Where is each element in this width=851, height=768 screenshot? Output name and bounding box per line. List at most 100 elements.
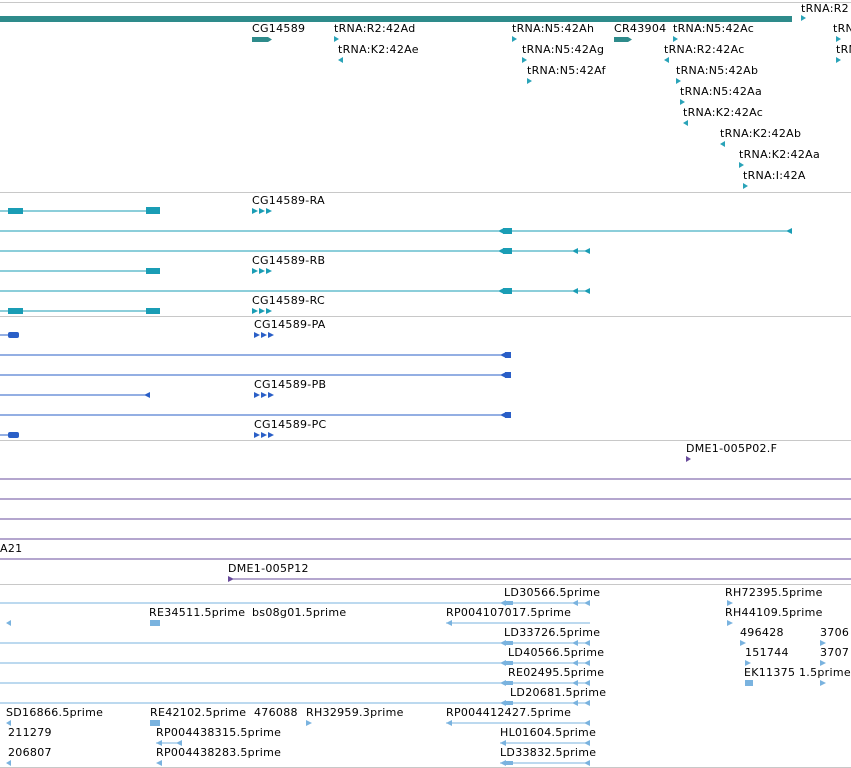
est-rp004412427[interactable] — [446, 720, 590, 726]
transcript-long-1[interactable] — [0, 228, 792, 234]
est-glyph-rh72395[interactable] — [727, 600, 733, 606]
label-rp004438315[interactable]: RP004438315.5prime — [156, 726, 282, 739]
label-trna-n5-42aa[interactable]: tRNA:N5:42Aa — [680, 85, 763, 98]
label-496428[interactable]: 496428 — [740, 626, 784, 639]
label-trna-n5-42ag[interactable]: tRNA:N5:42Ag — [522, 43, 605, 56]
label-cr43904[interactable]: CR43904 — [614, 22, 667, 35]
trna-glyph-i-42a[interactable] — [743, 183, 748, 189]
est-ld33726[interactable] — [0, 640, 590, 646]
label-trna-n5-42ah[interactable]: tRNA:N5:42Ah — [512, 22, 595, 35]
gene-span-bar[interactable] — [0, 16, 792, 22]
label-trna-k2-42ab[interactable]: tRNA:K2:42Ab — [720, 127, 802, 140]
label-re34511[interactable]: RE34511.5prime — [149, 606, 246, 619]
transcript-long-3[interactable] — [0, 288, 590, 294]
probe-glyph-f[interactable] — [686, 456, 691, 462]
label-cg14589-pc[interactable]: CG14589-PC — [254, 418, 327, 431]
label-rh32959[interactable]: RH32959.3prime — [306, 706, 404, 719]
protein-long-1[interactable] — [0, 352, 511, 358]
label-cg14589[interactable]: CG14589 — [252, 22, 306, 35]
est-glyph-496428[interactable] — [740, 640, 746, 646]
est-glyph-151744[interactable] — [745, 660, 751, 666]
est-glyph-re42102[interactable] — [150, 720, 160, 726]
label-ld33832[interactable]: LD33832.5prime — [500, 746, 597, 759]
label-cg14589-pa[interactable]: CG14589-PA — [254, 318, 326, 331]
label-trna-k2-42ae[interactable]: tRNA:K2:42Ae — [338, 43, 419, 56]
label-rp004438283[interactable]: RP004438283.5prime — [156, 746, 282, 759]
trna-glyph-k2-42ac[interactable] — [683, 120, 688, 126]
label-trna-k2-42aa[interactable]: tRNA:K2:42Aa — [739, 148, 821, 161]
est-glyph-left-edge[interactable] — [6, 620, 11, 626]
trna-glyph-k2-42ae[interactable] — [338, 57, 343, 63]
label-hl01604[interactable]: HL01604.5prime — [500, 726, 597, 739]
transcript-long-2[interactable] — [0, 248, 590, 254]
label-rh44109[interactable]: RH44109.5prime — [725, 606, 823, 619]
label-trna-n5-42af[interactable]: tRNA:N5:42Af — [527, 64, 606, 77]
est-ld40566[interactable] — [0, 660, 590, 666]
label-476088[interactable]: 476088 — [254, 706, 298, 719]
est-glyph-rh44109[interactable] — [727, 620, 733, 626]
label-cg14589-pb[interactable]: CG14589-PB — [254, 378, 327, 391]
trna-glyph-n5-42ac[interactable] — [673, 36, 678, 42]
label-ld30566[interactable]: LD30566.5prime — [504, 586, 601, 599]
label-re42102[interactable]: RE42102.5prime — [150, 706, 247, 719]
trna-glyph-n5-42aa[interactable] — [680, 99, 685, 105]
trna-glyph-edge2[interactable] — [836, 57, 841, 63]
label-dme1-005p12[interactable]: DME1-005P12 — [228, 562, 309, 575]
gene-arrow-cr43904[interactable] — [614, 37, 632, 42]
label-3706[interactable]: 3706 — [820, 626, 850, 639]
est-glyph-206807[interactable] — [6, 760, 11, 766]
label-dme1-005p02-f[interactable]: DME1-005P02.F — [686, 442, 778, 455]
est-glyph-3707[interactable] — [820, 660, 826, 666]
label-rp004107017[interactable]: RP004107017.5prime — [446, 606, 572, 619]
label-trna-n5-42ac[interactable]: tRNA:N5:42Ac — [673, 22, 755, 35]
trna-glyph-edge1[interactable] — [836, 36, 841, 42]
label-ld33726[interactable]: LD33726.5prime — [504, 626, 601, 639]
label-trna-edge1[interactable]: tRN — [833, 22, 851, 35]
est-glyph-rh32959[interactable] — [306, 720, 312, 726]
est-ld20681[interactable] — [0, 700, 590, 706]
trna-glyph-r2-42ad[interactable] — [334, 36, 339, 42]
protein-long-3[interactable] — [0, 412, 511, 418]
protein-pa[interactable] — [0, 332, 274, 338]
label-trna-k2-42ac[interactable]: tRNA:K2:42Ac — [683, 106, 764, 119]
est-re02495[interactable] — [0, 680, 590, 686]
trna-glyph-k2-42ab[interactable] — [720, 141, 725, 147]
label-trna-edge2[interactable]: tRN — [836, 43, 851, 56]
label-1-5prime[interactable]: 1.5prime — [799, 666, 851, 679]
probe-glyph-p12[interactable] — [228, 576, 234, 582]
label-sd16866[interactable]: SD16866.5prime — [6, 706, 104, 719]
trna-glyph-n5-42ag[interactable] — [522, 57, 527, 63]
label-a21[interactable]: A21 — [0, 542, 23, 555]
label-trna-i-42a[interactable]: tRNA:I:42A — [743, 169, 806, 182]
label-re02495[interactable]: RE02495.5prime — [508, 666, 605, 679]
protein-long-2[interactable] — [0, 372, 511, 378]
trna-glyph-n5-42ab[interactable] — [676, 78, 681, 84]
label-rp004412427[interactable]: RP004412427.5prime — [446, 706, 572, 719]
label-ld20681[interactable]: LD20681.5prime — [510, 686, 607, 699]
label-ld40566[interactable]: LD40566.5prime — [508, 646, 605, 659]
est-ld33832[interactable] — [500, 760, 590, 766]
est-rp004438315[interactable] — [156, 740, 182, 746]
est-glyph-3706[interactable] — [820, 640, 826, 646]
est-ld30566[interactable] — [0, 600, 590, 606]
est-glyph-rp004438283[interactable] — [156, 760, 162, 766]
est-glyph-re34511[interactable] — [150, 620, 160, 626]
transcript-ra[interactable] — [0, 207, 272, 214]
label-bs08g01[interactable]: bs08g01.5prime — [252, 606, 347, 619]
label-cg14589-ra[interactable]: CG14589-RA — [252, 194, 325, 207]
label-206807[interactable]: 206807 — [8, 746, 52, 759]
est-glyph-sd16866[interactable] — [6, 720, 11, 726]
trna-glyph-n5-42af[interactable] — [527, 78, 532, 84]
protein-pb[interactable] — [0, 392, 274, 398]
trna-glyph-r2-edge[interactable] — [801, 15, 806, 21]
est-glyph-ek11375[interactable] — [745, 680, 753, 686]
transcript-rb[interactable] — [0, 268, 272, 274]
trna-glyph-k2-42aa[interactable] — [739, 162, 744, 168]
gene-arrow-cg14589[interactable] — [252, 37, 272, 42]
label-3707[interactable]: 3707 — [820, 646, 850, 659]
label-trna-r2-42ac[interactable]: tRNA:R2:42Ac — [664, 43, 745, 56]
label-cg14589-rc[interactable]: CG14589-RC — [252, 294, 325, 307]
label-trna-r2-edge[interactable]: tRNA:R2 — [801, 2, 849, 15]
est-rp004107017[interactable] — [446, 620, 590, 626]
trna-glyph-n5-42ah[interactable] — [512, 36, 517, 42]
